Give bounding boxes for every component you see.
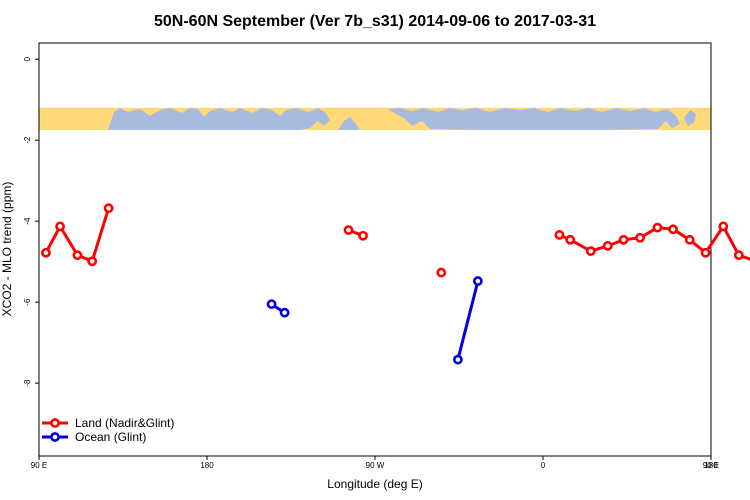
data-point bbox=[279, 307, 290, 318]
map-ocean-shape bbox=[388, 108, 680, 130]
map-ocean-shape bbox=[338, 117, 360, 130]
legend-marker bbox=[50, 432, 60, 442]
legend: Land (Nadir&Glint)Ocean (Glint) bbox=[42, 416, 174, 444]
map-ocean-shape bbox=[108, 108, 330, 130]
y-tick-label: -6 bbox=[23, 298, 32, 306]
x-axis-label: Longitude (deg E) bbox=[327, 477, 422, 491]
data-point bbox=[103, 203, 114, 214]
x-tick-label: 0 bbox=[541, 461, 546, 470]
data-point bbox=[554, 230, 565, 240]
x-tick-label: 90 W bbox=[366, 461, 385, 470]
data-point bbox=[452, 354, 463, 365]
data-point bbox=[684, 234, 695, 245]
data-point bbox=[41, 247, 51, 258]
data-point bbox=[668, 224, 679, 235]
data-point bbox=[700, 247, 711, 258]
data-point bbox=[436, 267, 447, 278]
data-point bbox=[618, 234, 629, 245]
data-point bbox=[72, 250, 83, 261]
data-point bbox=[87, 256, 98, 267]
x-tick-label: 90 E bbox=[703, 461, 719, 470]
data-point bbox=[472, 276, 483, 286]
map-strip bbox=[39, 107, 711, 131]
series-ocean bbox=[266, 276, 483, 365]
x-tick-label: 90 E bbox=[31, 461, 47, 470]
series-land bbox=[41, 203, 750, 278]
y-axis-label: XCO2 - MLO trend (ppm) bbox=[0, 182, 14, 317]
data-point bbox=[733, 250, 744, 261]
data-point bbox=[718, 221, 729, 232]
data-point bbox=[585, 246, 596, 257]
series-line bbox=[456, 280, 480, 360]
x-tick-label: 180 bbox=[200, 461, 214, 470]
data-point bbox=[565, 234, 576, 245]
legend-label: Land (Nadir&Glint) bbox=[75, 416, 174, 430]
data-point bbox=[602, 240, 613, 251]
map-strip-ocean bbox=[108, 108, 696, 130]
data-point bbox=[358, 230, 368, 241]
y-tick-label: -2 bbox=[23, 136, 32, 144]
data-point bbox=[652, 222, 663, 233]
y-axis: 0 -2 -4 -6 -8 bbox=[23, 56, 39, 387]
y-tick-label: -4 bbox=[23, 217, 32, 225]
y-tick-label: -8 bbox=[23, 379, 32, 387]
data-point bbox=[343, 225, 354, 235]
map-ocean-shape bbox=[684, 110, 696, 126]
series-layer bbox=[41, 203, 750, 365]
chart-title: 50N-60N September (Ver 7b_s31) 2014-09-0… bbox=[154, 13, 596, 30]
legend-marker bbox=[50, 418, 60, 428]
data-point bbox=[635, 232, 645, 243]
data-point bbox=[266, 299, 277, 310]
legend-label: Ocean (Glint) bbox=[75, 430, 146, 444]
y-tick-label: 0 bbox=[23, 56, 32, 61]
data-point bbox=[55, 221, 65, 232]
x-tick-label: 180 bbox=[704, 461, 718, 470]
